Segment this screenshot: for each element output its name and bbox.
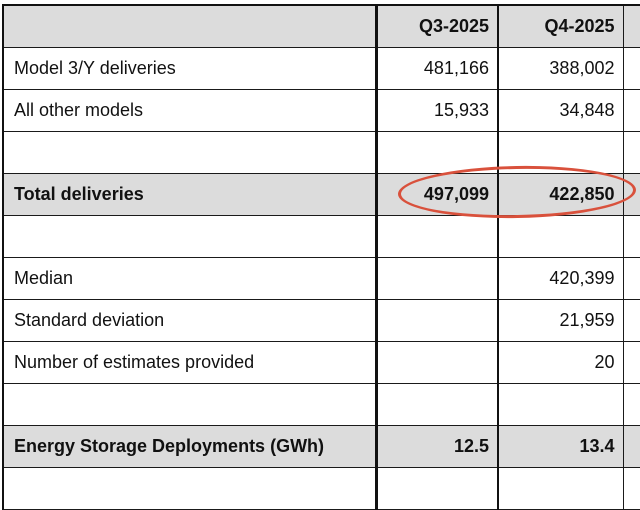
table-row-total-deliveries: Total deliveries 497,099 422,850 (2, 172, 640, 216)
row-extra (622, 214, 640, 258)
row-q3-value (374, 340, 499, 384)
header-row: Q3-2025 Q4-2025 (2, 4, 640, 48)
row-q4-value: 13.4 (497, 424, 624, 468)
row-extra (622, 46, 640, 90)
total-q3-value: 497,099 (374, 172, 499, 216)
row-q3-value: 12.5 (374, 424, 499, 468)
table-row-empty (2, 130, 640, 174)
row-extra (622, 130, 640, 174)
row-q3-value (374, 466, 499, 510)
row-label: Median (2, 256, 377, 300)
table-row-empty (2, 466, 640, 510)
table-row-other-models: All other models 15,933 34,848 (2, 88, 640, 132)
row-label: Standard deviation (2, 298, 377, 342)
row-q3-value (374, 130, 499, 174)
row-label (2, 214, 377, 258)
row-label: Total deliveries (2, 172, 377, 216)
table-row-model-3y: Model 3/Y deliveries 481,166 388,002 (2, 46, 640, 90)
row-label (2, 130, 377, 174)
row-q4-value: 20 (497, 340, 624, 384)
table-row-num-estimates: Number of estimates provided 20 (2, 340, 640, 384)
deliveries-table: Q3-2025 Q4-2025 Model 3/Y deliveries 481… (2, 4, 640, 510)
row-label: Number of estimates provided (2, 340, 377, 384)
header-cell-q3: Q3-2025 (374, 4, 499, 48)
row-q3-value (374, 214, 499, 258)
header-cell-extra (622, 4, 640, 48)
row-q4-value (497, 382, 624, 426)
row-extra (622, 340, 640, 384)
table-row-empty (2, 214, 640, 258)
row-q3-value (374, 382, 499, 426)
table-row-std-dev: Standard deviation 21,959 (2, 298, 640, 342)
table-row-energy-storage: Energy Storage Deployments (GWh) 12.5 13… (2, 424, 640, 468)
row-extra (622, 466, 640, 510)
table-row-median: Median 420,399 (2, 256, 640, 300)
row-q3-value: 15,933 (374, 88, 499, 132)
row-label: All other models (2, 88, 377, 132)
row-q4-value (497, 214, 624, 258)
row-q4-value: 34,848 (497, 88, 624, 132)
header-cell-label (2, 4, 377, 48)
row-q4-value: 388,002 (497, 46, 624, 90)
row-q4-value: 420,399 (497, 256, 624, 300)
table-row-empty (2, 382, 640, 426)
row-label: Model 3/Y deliveries (2, 46, 377, 90)
row-q4-value (497, 130, 624, 174)
row-label: Energy Storage Deployments (GWh) (2, 424, 377, 468)
row-extra (622, 172, 640, 216)
row-q4-value: 21,959 (497, 298, 624, 342)
row-extra (622, 88, 640, 132)
row-extra (622, 382, 640, 426)
row-extra (622, 424, 640, 468)
row-q3-value (374, 256, 499, 300)
row-label (2, 466, 377, 510)
row-q3-value: 481,166 (374, 46, 499, 90)
total-q4-value: 422,850 (497, 172, 624, 216)
row-extra (622, 298, 640, 342)
row-q4-value (497, 466, 624, 510)
row-label (2, 382, 377, 426)
row-q3-value (374, 298, 499, 342)
row-extra (622, 256, 640, 300)
header-cell-q4: Q4-2025 (497, 4, 624, 48)
